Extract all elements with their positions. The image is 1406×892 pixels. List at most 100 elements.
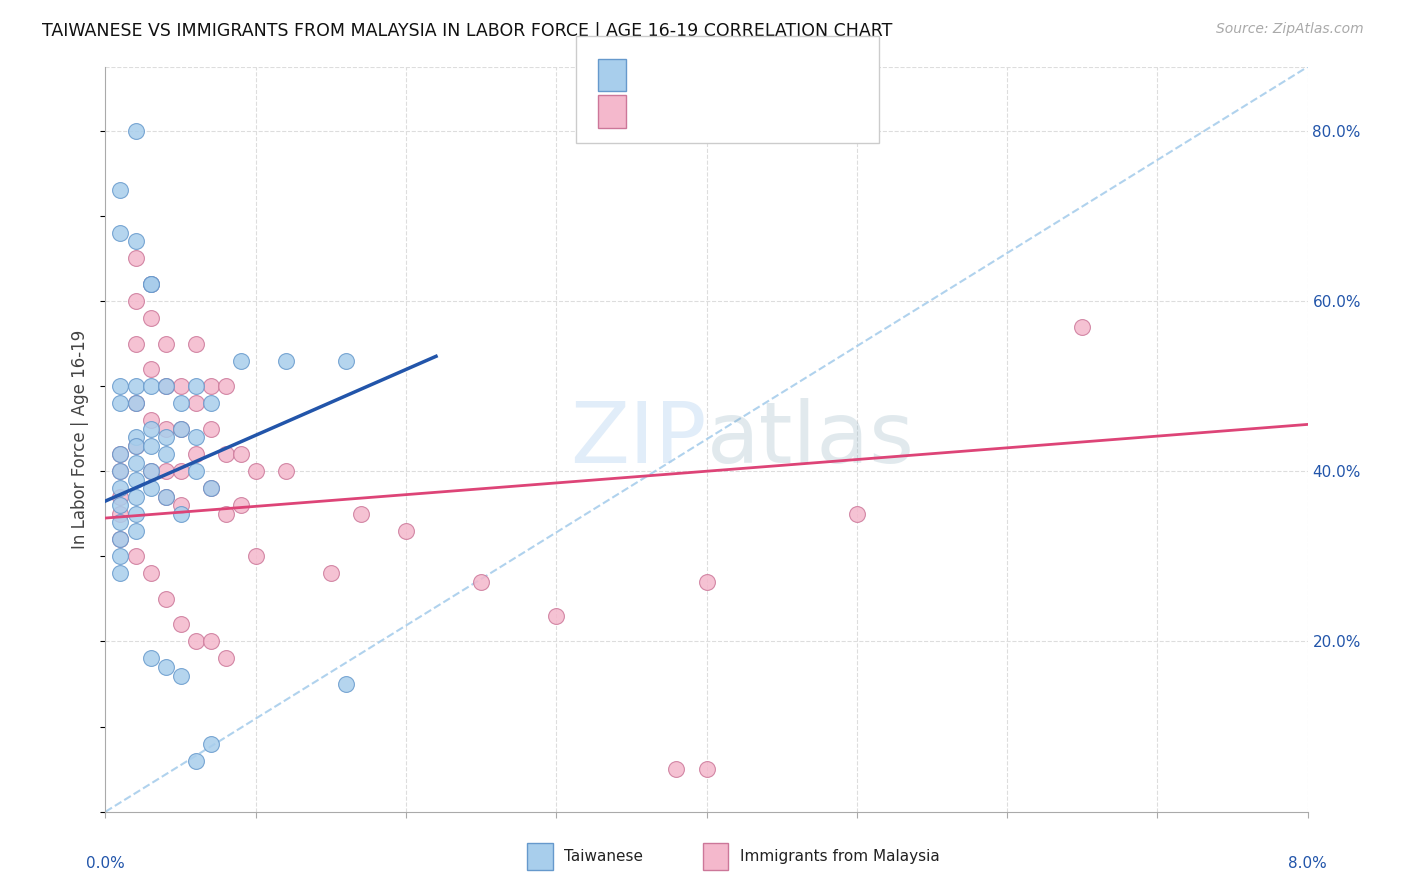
Point (110, 464, 132, 478)
Point (229, 498, 252, 512)
Point (184, 379, 207, 393)
Point (169, 617, 191, 632)
Point (139, 439, 162, 453)
Point (845, 507, 868, 521)
Point (124, 396, 146, 410)
Point (124, 336, 146, 351)
Point (139, 651, 162, 665)
Text: R =: R = (638, 103, 675, 120)
Point (124, 396, 146, 410)
Point (139, 464, 162, 478)
Point (110, 183, 132, 197)
Point (245, 464, 267, 478)
Point (665, 762, 688, 776)
Point (110, 396, 132, 410)
Point (214, 379, 236, 393)
Point (139, 422, 162, 436)
Point (110, 226, 132, 240)
Point (546, 609, 568, 624)
Point (155, 379, 177, 393)
Point (139, 277, 162, 291)
Point (124, 473, 146, 487)
Point (229, 447, 252, 461)
Point (155, 660, 177, 674)
Point (110, 447, 132, 461)
Point (139, 481, 162, 495)
Text: Immigrants from Malaysia: Immigrants from Malaysia (740, 849, 939, 863)
Point (184, 447, 207, 461)
Point (200, 634, 222, 648)
Point (335, 353, 357, 368)
Point (169, 422, 191, 436)
Point (155, 490, 177, 504)
Point (169, 396, 191, 410)
Point (200, 481, 222, 495)
Point (110, 481, 132, 495)
Point (155, 336, 177, 351)
Point (124, 439, 146, 453)
Point (124, 252, 146, 266)
Text: 56: 56 (779, 103, 801, 120)
Point (184, 336, 207, 351)
Text: N =: N = (741, 103, 778, 120)
Point (155, 591, 177, 606)
Point (1071, 319, 1094, 334)
Point (139, 311, 162, 326)
Point (110, 516, 132, 530)
Point (169, 379, 191, 393)
Point (124, 439, 146, 453)
Point (155, 447, 177, 461)
Point (696, 574, 718, 589)
Point (200, 737, 222, 751)
Point (155, 379, 177, 393)
Point (110, 507, 132, 521)
Point (200, 379, 222, 393)
Text: ZIP: ZIP (569, 398, 707, 481)
Point (184, 634, 207, 648)
Point (110, 447, 132, 461)
Point (229, 353, 252, 368)
Point (214, 447, 236, 461)
Point (169, 464, 191, 478)
Text: TAIWANESE VS IMMIGRANTS FROM MALAYSIA IN LABOR FORCE | AGE 16-19 CORRELATION CHA: TAIWANESE VS IMMIGRANTS FROM MALAYSIA IN… (42, 22, 893, 40)
Text: 0.189: 0.189 (681, 66, 728, 84)
Point (184, 396, 207, 410)
Point (110, 490, 132, 504)
Point (110, 379, 132, 393)
Point (124, 235, 146, 249)
Point (395, 524, 418, 538)
Point (470, 574, 492, 589)
Point (110, 533, 132, 547)
Point (184, 464, 207, 478)
Point (124, 524, 146, 538)
Point (350, 507, 373, 521)
Text: 0.0%: 0.0% (86, 856, 125, 871)
Point (110, 533, 132, 547)
Point (110, 549, 132, 564)
Y-axis label: In Labor Force | Age 16-19: In Labor Force | Age 16-19 (72, 330, 90, 549)
Point (139, 464, 162, 478)
Point (139, 362, 162, 376)
Point (124, 549, 146, 564)
Point (139, 277, 162, 291)
Point (169, 422, 191, 436)
Point (319, 566, 342, 581)
Point (124, 379, 146, 393)
Point (214, 651, 236, 665)
Point (139, 566, 162, 581)
Text: N =: N = (741, 66, 778, 84)
Point (124, 456, 146, 470)
Point (124, 124, 146, 138)
Point (335, 677, 357, 691)
Point (155, 422, 177, 436)
Point (139, 379, 162, 393)
Text: R =: R = (638, 66, 675, 84)
Text: Source: ZipAtlas.com: Source: ZipAtlas.com (1216, 22, 1364, 37)
Point (155, 430, 177, 444)
Text: atlas: atlas (707, 398, 914, 481)
Point (124, 293, 146, 308)
Point (245, 549, 267, 564)
Point (139, 277, 162, 291)
Point (155, 464, 177, 478)
Point (184, 754, 207, 768)
